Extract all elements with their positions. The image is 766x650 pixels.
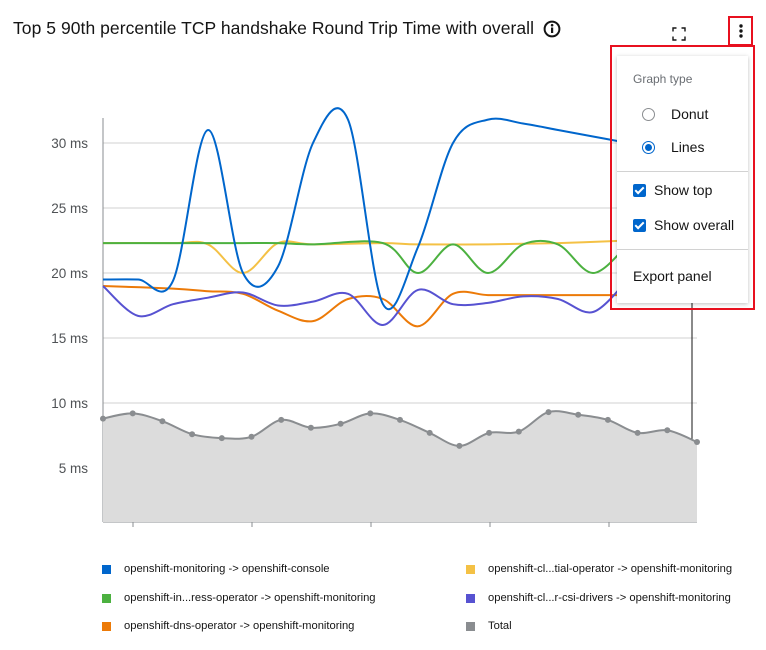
show-overall-checkbox[interactable]: [633, 218, 646, 232]
total-point: [426, 429, 433, 436]
kebab-vertical-icon: [738, 24, 743, 38]
legend-label: openshift-cl...r-csi-drivers -> openshif…: [488, 592, 731, 604]
total-point: [456, 442, 463, 449]
total-point: [159, 418, 166, 425]
total-point: [278, 416, 285, 423]
series-line-ingress-operator: [103, 239, 629, 275]
graph-type-heading: Graph type: [633, 72, 693, 86]
total-point: [248, 433, 255, 440]
show-overall-option[interactable]: Show overall: [633, 217, 734, 233]
graph-type-donut-option[interactable]: Donut: [642, 106, 708, 122]
total-point: [129, 410, 136, 417]
total-point: [397, 416, 403, 423]
total-point: [218, 435, 225, 442]
total-point: [189, 431, 196, 438]
total-point: [575, 411, 582, 418]
y-tick-label: 30 ms: [51, 136, 88, 151]
expand-icon[interactable]: [672, 27, 686, 41]
legend-swatch: [466, 621, 475, 631]
show-overall-label: Show overall: [654, 217, 735, 233]
menu-highlight: [610, 45, 755, 310]
legend-item[interactable]: openshift-cl...r-csi-drivers -> openshif…: [466, 592, 731, 604]
total-point: [486, 429, 493, 436]
panel-title: Top 5 90th percentile TCP handshake Roun…: [13, 18, 535, 38]
total-point: [100, 415, 106, 422]
show-top-label: Show top: [654, 182, 713, 198]
lines-label: Lines: [671, 139, 705, 155]
total-point: [604, 416, 611, 423]
total-area: [103, 411, 697, 522]
donut-radio[interactable]: [642, 107, 655, 121]
legend-swatch: [102, 593, 111, 603]
total-point: [694, 439, 700, 445]
options-menu: Graph type Donut Lines Show top Show ove…: [617, 56, 748, 303]
total-point: [545, 409, 552, 416]
legend-swatch: [102, 621, 111, 631]
panel-header: Top 5 90th percentile TCP handshake Roun…: [13, 18, 561, 39]
y-tick-label: 5 ms: [59, 461, 89, 476]
export-panel-button[interactable]: Export panel: [633, 268, 712, 284]
y-tick-label: 20 ms: [51, 266, 88, 281]
legend-item[interactable]: Total: [466, 620, 512, 632]
legend-item[interactable]: openshift-dns-operator -> openshift-moni…: [102, 620, 354, 632]
legend-label: Total: [488, 620, 512, 632]
legend-swatch: [102, 564, 111, 574]
total-point: [634, 429, 641, 436]
graph-type-lines-option[interactable]: Lines: [642, 139, 704, 155]
y-tick-label: 25 ms: [51, 201, 88, 216]
donut-label: Donut: [671, 106, 709, 122]
y-tick-label: 10 ms: [51, 396, 88, 411]
series-line-console: [102, 107, 629, 311]
show-top-option[interactable]: Show top: [633, 182, 712, 198]
legend-swatch: [466, 593, 475, 603]
legend-label: openshift-monitoring -> openshift-consol…: [124, 563, 330, 575]
lines-radio[interactable]: [642, 140, 655, 154]
menu-divider: [617, 249, 748, 250]
show-top-checkbox[interactable]: [633, 183, 646, 197]
legend-item[interactable]: openshift-in...ress-operator -> openshif…: [102, 592, 376, 604]
legend-label: openshift-in...ress-operator -> openshif…: [124, 592, 376, 604]
total-point: [664, 427, 671, 434]
series-line-csi-drivers: [102, 278, 629, 327]
kebab-menu-button[interactable]: [728, 16, 753, 46]
legend-item[interactable]: openshift-cl...tial-operator -> openshif…: [466, 563, 732, 575]
legend-label: openshift-cl...tial-operator -> openshif…: [488, 563, 733, 575]
total-point: [337, 420, 344, 427]
total-point: [367, 410, 374, 417]
menu-divider: [617, 171, 748, 172]
legend-item[interactable]: openshift-monitoring -> openshift-consol…: [102, 563, 330, 575]
legend-swatch: [466, 564, 475, 574]
y-tick-label: 15 ms: [51, 331, 88, 346]
series-line-dns-operator: [102, 285, 628, 328]
total-point: [515, 428, 522, 435]
legend-label: openshift-dns-operator -> openshift-moni…: [124, 620, 355, 632]
total-point: [307, 424, 314, 431]
info-circle-icon[interactable]: [543, 20, 561, 38]
